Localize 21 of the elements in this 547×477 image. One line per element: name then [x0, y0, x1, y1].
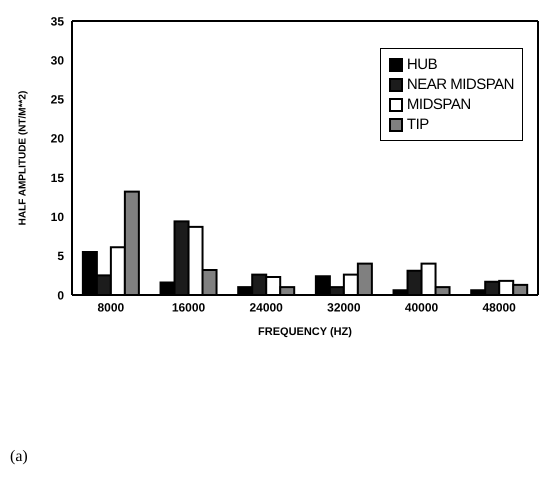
legend-label: MIDSPAN — [406, 96, 471, 113]
text: (a) — [10, 448, 28, 466]
y-tick-label: 5 — [57, 249, 64, 264]
y-axis-title: HALF AMPLITUDE (NT/M**2) — [18, 90, 29, 226]
legend-label: NEAR MIDSPAN — [406, 76, 514, 93]
y-tick-label: 0 — [57, 288, 64, 302]
y-tick-label: 10 — [50, 210, 64, 224]
x-tick-label: 24000 — [249, 300, 284, 315]
x-tick-label: 8000 — [97, 300, 125, 315]
y-tick-label: 35 — [50, 14, 64, 28]
legend-label: HUB — [406, 56, 438, 73]
legend-label: TIP — [406, 116, 429, 133]
x-axis-title: FREQUENCY (HZ) — [258, 326, 352, 338]
y-tick-label: 25 — [50, 92, 64, 107]
y-tick-label: 30 — [50, 53, 64, 68]
y-tick-label: 15 — [50, 170, 64, 185]
x-tick-label: 32000 — [327, 300, 361, 315]
x-tick-label: 40000 — [404, 300, 439, 315]
x-tick-label: 16000 — [172, 300, 206, 315]
x-tick-label: 48000 — [482, 300, 516, 315]
y-tick-label: 20 — [50, 132, 64, 146]
